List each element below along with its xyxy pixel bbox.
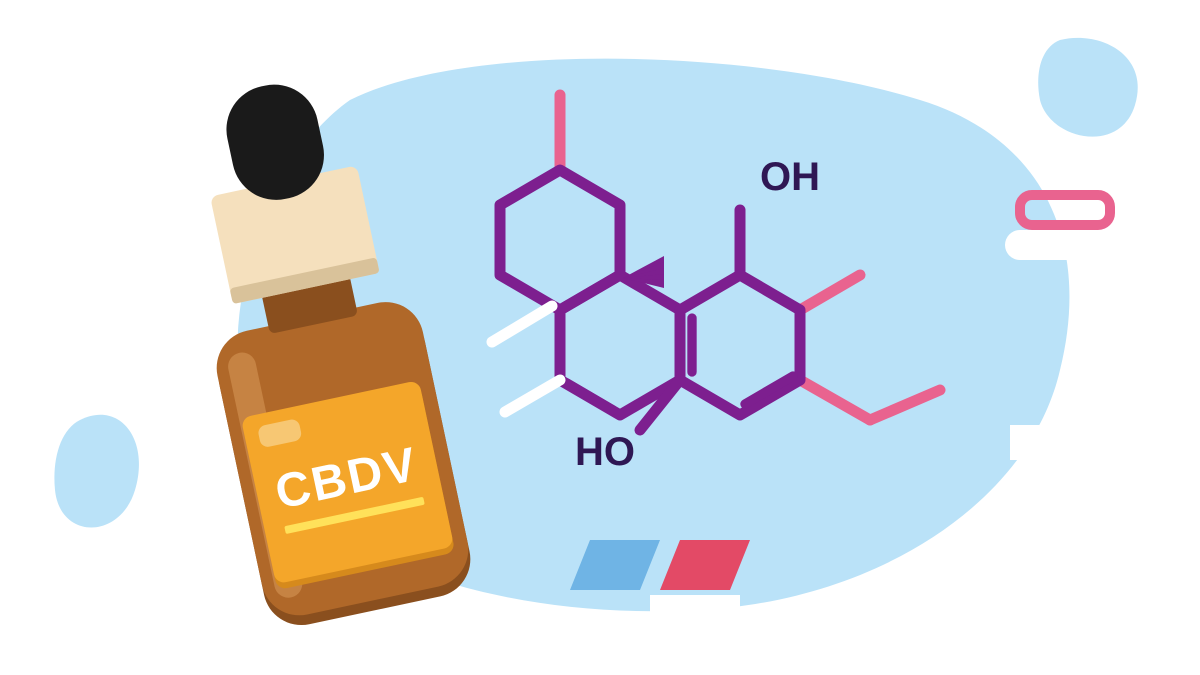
infographic-stage: OHHOCBDV: [0, 0, 1200, 675]
white-shape-0: [1005, 230, 1145, 260]
blob-accent-0: [1038, 38, 1138, 137]
white-shape-2: [650, 595, 740, 625]
scene-svg: OHHOCBDV: [0, 0, 1200, 675]
blob-accent-1: [54, 415, 139, 528]
molecule-ho-label: HO: [575, 430, 635, 474]
molecule-oh-top-label: OH: [760, 155, 820, 199]
white-shape-1: [1010, 425, 1130, 460]
